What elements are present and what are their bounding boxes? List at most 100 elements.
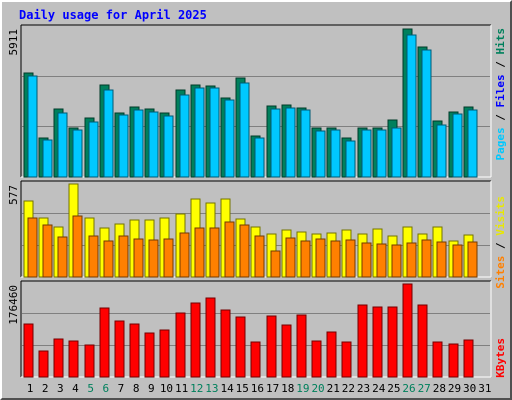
bar-pages-day-19	[300, 109, 311, 178]
x-tick-label: 16	[251, 382, 264, 395]
x-tick-label: 1	[27, 382, 34, 395]
bar-pages-day-26	[406, 34, 417, 178]
x-tick-label: 25	[387, 382, 400, 395]
bar-pages-day-23	[361, 129, 372, 178]
bar-sites-day-8	[133, 238, 144, 278]
x-tick-label: 7	[118, 382, 125, 395]
bar-kbytes-day-1	[23, 323, 34, 378]
bar-sites-day-17	[270, 250, 281, 278]
legend-entry: Files	[494, 74, 507, 107]
x-tick-label: 30	[463, 382, 476, 395]
bar-kbytes-day-7	[114, 320, 125, 378]
bar-kbytes-day-17	[266, 315, 277, 378]
bar-sites-day-16	[254, 235, 265, 278]
bar-pages-day-1	[27, 75, 38, 178]
x-tick-label: 18	[281, 382, 294, 395]
bar-kbytes-day-16	[250, 341, 261, 378]
bar-pages-day-7	[118, 114, 129, 178]
bar-kbytes-day-2	[38, 350, 49, 378]
bar-sites-day-29	[452, 244, 463, 278]
bar-kbytes-day-3	[53, 338, 64, 378]
legend-entry: Hits	[494, 28, 507, 55]
bar-pages-day-25	[391, 127, 402, 178]
x-tick-label: 8	[133, 382, 140, 395]
bar-kbytes-day-6	[99, 307, 110, 378]
bar-pages-day-6	[103, 89, 114, 178]
bar-pages-day-13	[209, 87, 220, 178]
bar-sites-day-2	[42, 224, 53, 278]
bar-kbytes-day-25	[387, 306, 398, 378]
bar-kbytes-day-12	[190, 302, 201, 378]
bar-pages-day-11	[179, 94, 190, 178]
x-tick-label: 26	[402, 382, 415, 395]
bar-sites-day-13	[209, 227, 220, 278]
bar-sites-day-12	[194, 227, 205, 278]
y-max-label: 577	[7, 185, 20, 205]
bar-pages-day-16	[254, 137, 265, 178]
legend-top: Pages / Files / Hits	[494, 28, 507, 161]
bar-kbytes-day-29	[448, 343, 459, 378]
bar-kbytes-day-23	[357, 304, 368, 378]
bar-sites-day-20	[315, 238, 326, 278]
bar-sites-day-28	[436, 241, 447, 278]
bar-kbytes-day-26	[402, 283, 413, 378]
bar-pages-day-8	[133, 109, 144, 178]
bar-sites-day-21	[330, 240, 341, 278]
x-tick-label: 2	[42, 382, 49, 395]
x-tick-label: 20	[311, 382, 324, 395]
bar-sites-day-23	[361, 242, 372, 278]
legend-entry: /	[494, 236, 507, 256]
bar-sites-day-9	[148, 239, 159, 278]
chart-title: Daily usage for April 2025	[19, 8, 207, 22]
x-tick-label: 12	[190, 382, 203, 395]
bar-pages-day-3	[57, 112, 68, 178]
bar-kbytes-day-4	[68, 340, 79, 378]
panel-2: 577	[7, 180, 492, 278]
x-tick-label: 14	[220, 382, 234, 395]
bar-kbytes-day-28	[432, 341, 443, 378]
x-tick-label: 4	[72, 382, 79, 395]
bar-sites-day-25	[391, 244, 402, 278]
bar-kbytes-day-14	[220, 309, 231, 378]
x-tick-label: 22	[342, 382, 355, 395]
bar-kbytes-day-21	[326, 331, 337, 378]
bar-kbytes-day-18	[281, 324, 292, 378]
bar-sites-day-27	[421, 239, 432, 278]
x-tick-label: 21	[327, 382, 340, 395]
bar-pages-day-22	[345, 140, 356, 178]
bar-pages-day-29	[452, 113, 463, 178]
x-tick-label: 17	[266, 382, 279, 395]
bar-pages-day-21	[330, 129, 341, 178]
legend-entry: /	[494, 55, 507, 75]
legend-entry: Visits	[494, 196, 507, 236]
bar-kbytes-day-27	[417, 304, 428, 378]
bar-sites-day-11	[179, 232, 190, 278]
bar-pages-day-28	[436, 124, 447, 178]
bar-kbytes-day-15	[235, 316, 246, 378]
legend-entry: Pages	[494, 127, 507, 160]
bar-pages-day-17	[270, 108, 281, 178]
bar-sites-day-26	[406, 242, 417, 278]
bar-sites-day-5	[88, 235, 99, 278]
bar-pages-day-14	[224, 99, 235, 178]
x-tick-label: 19	[296, 382, 309, 395]
bar-sites-day-18	[285, 237, 296, 278]
bar-pages-day-20	[315, 130, 326, 178]
bar-pages-day-15	[239, 82, 250, 178]
bar-pages-day-30	[467, 109, 478, 178]
bar-pages-day-4	[72, 129, 83, 178]
bar-sites-day-10	[163, 238, 174, 278]
bar-sites-day-14	[224, 221, 235, 278]
legend-bottom: KBytes	[494, 338, 507, 378]
bar-sites-day-4	[72, 215, 83, 278]
bar-sites-day-3	[57, 236, 68, 278]
bar-sites-day-15	[239, 224, 250, 278]
x-tick-label: 28	[433, 382, 446, 395]
bar-kbytes-day-13	[205, 297, 216, 378]
bar-kbytes-day-10	[159, 329, 170, 378]
x-tick-label: 29	[448, 382, 461, 395]
panel-3: 176460	[7, 280, 492, 378]
x-tick-label: 11	[175, 382, 188, 395]
x-tick-label: 13	[205, 382, 218, 395]
